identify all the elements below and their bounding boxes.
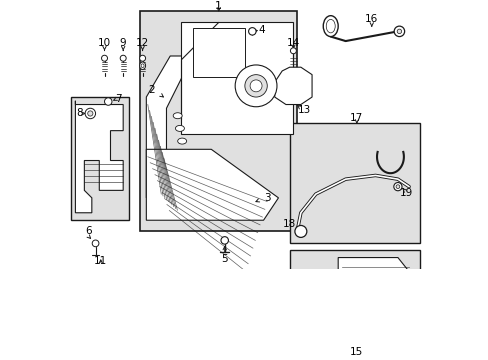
Circle shape xyxy=(92,240,99,247)
Circle shape xyxy=(244,75,267,97)
Bar xyxy=(181,22,293,134)
Text: 17: 17 xyxy=(349,113,363,123)
Text: 11: 11 xyxy=(94,256,107,266)
Ellipse shape xyxy=(303,273,340,321)
Circle shape xyxy=(393,26,404,37)
Ellipse shape xyxy=(177,138,186,144)
Circle shape xyxy=(396,29,401,33)
Ellipse shape xyxy=(325,19,334,33)
Circle shape xyxy=(249,80,262,92)
Text: 12: 12 xyxy=(136,38,149,48)
Circle shape xyxy=(87,111,93,116)
Ellipse shape xyxy=(175,125,184,131)
Ellipse shape xyxy=(139,62,145,69)
Circle shape xyxy=(235,65,276,107)
Circle shape xyxy=(395,185,399,189)
Circle shape xyxy=(102,55,107,61)
Polygon shape xyxy=(274,67,311,104)
Polygon shape xyxy=(75,101,123,213)
Circle shape xyxy=(85,108,95,119)
Text: 13: 13 xyxy=(297,105,310,116)
Circle shape xyxy=(294,225,306,237)
Text: 3: 3 xyxy=(264,193,270,203)
Text: 14: 14 xyxy=(286,38,300,48)
Text: 19: 19 xyxy=(400,188,413,198)
Text: 18: 18 xyxy=(282,219,295,229)
Text: 10: 10 xyxy=(98,38,111,48)
Circle shape xyxy=(403,282,421,300)
Bar xyxy=(192,28,244,77)
Ellipse shape xyxy=(323,16,338,37)
Text: 5: 5 xyxy=(221,254,227,264)
Text: 6: 6 xyxy=(84,226,91,237)
Circle shape xyxy=(290,48,296,54)
Ellipse shape xyxy=(173,113,182,119)
Ellipse shape xyxy=(141,64,144,68)
Text: 4: 4 xyxy=(258,25,265,35)
Polygon shape xyxy=(146,149,278,220)
Text: 2: 2 xyxy=(148,85,155,95)
Bar xyxy=(140,11,297,231)
Bar xyxy=(289,123,420,243)
Bar xyxy=(289,250,420,347)
Circle shape xyxy=(120,55,126,61)
Circle shape xyxy=(104,98,112,105)
Text: 8: 8 xyxy=(77,108,83,118)
Text: 9: 9 xyxy=(120,38,126,48)
Text: 1: 1 xyxy=(215,1,222,11)
Circle shape xyxy=(248,28,256,35)
Text: 16: 16 xyxy=(365,14,378,24)
Ellipse shape xyxy=(308,279,334,315)
Circle shape xyxy=(221,237,228,244)
Circle shape xyxy=(139,55,145,61)
Circle shape xyxy=(407,287,416,296)
Polygon shape xyxy=(338,257,412,343)
Circle shape xyxy=(393,183,401,191)
Text: 7: 7 xyxy=(114,94,121,104)
Text: 15: 15 xyxy=(349,347,363,357)
Bar xyxy=(71,97,129,220)
Polygon shape xyxy=(146,56,222,198)
